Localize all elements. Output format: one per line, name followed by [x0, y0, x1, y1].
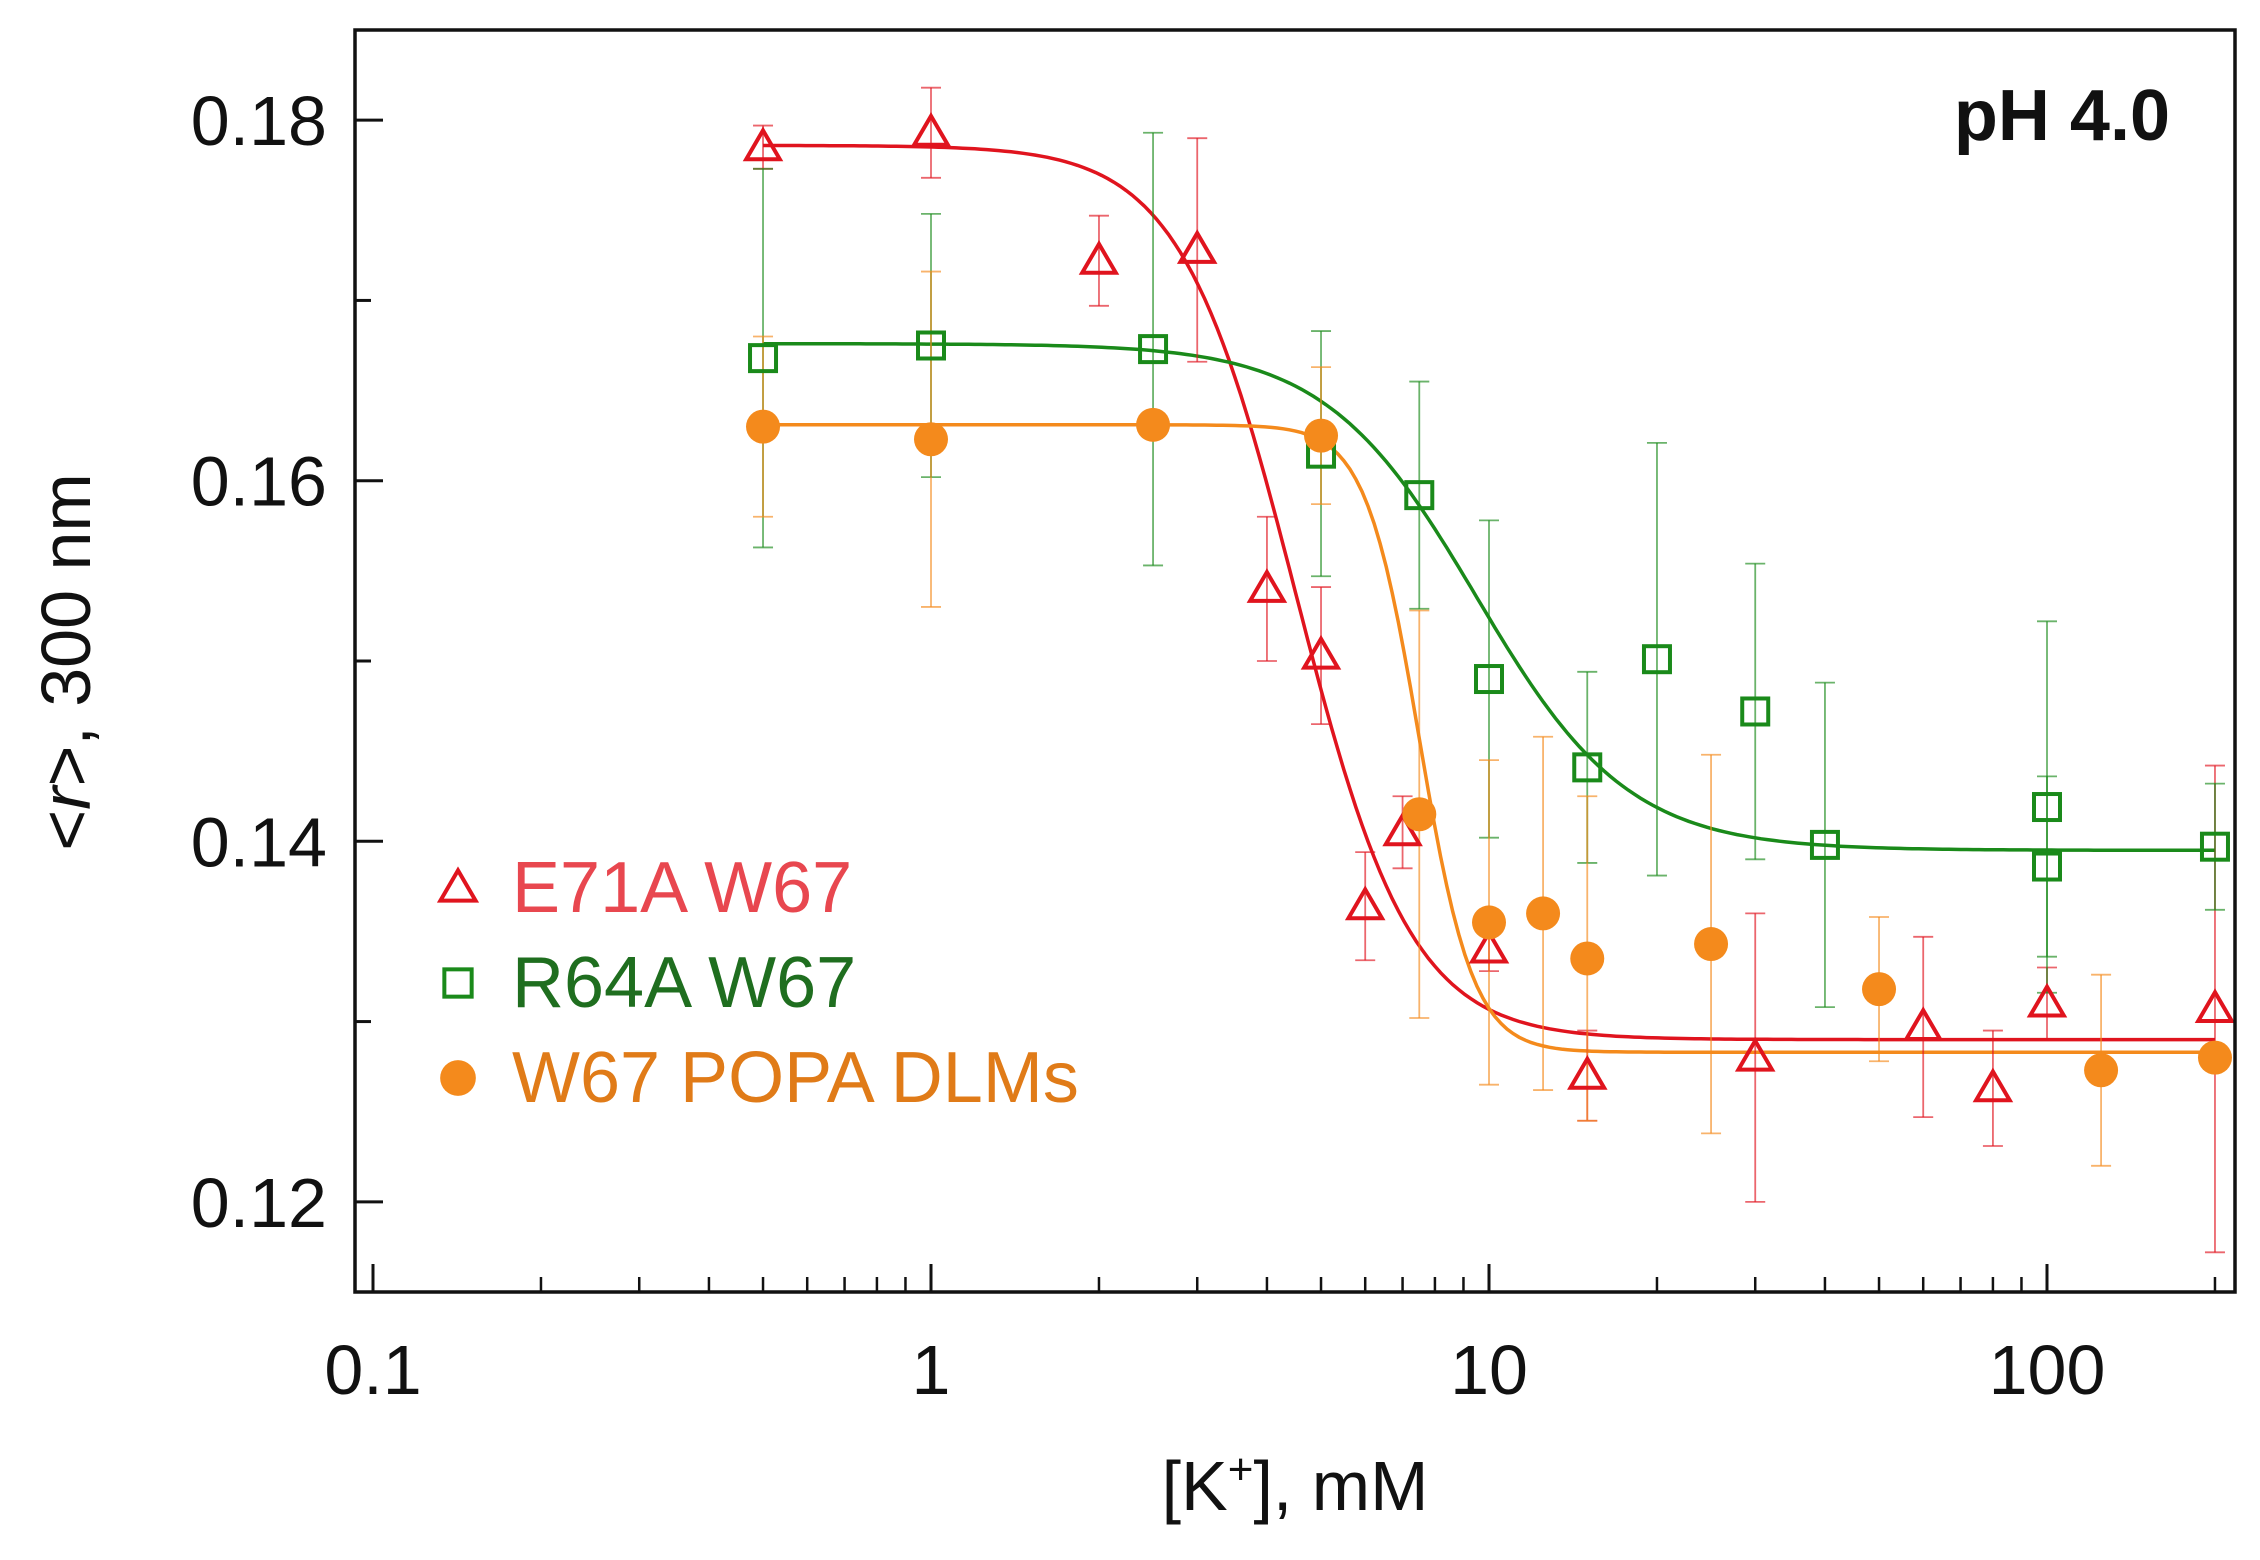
data-markers [742, 112, 2236, 1103]
data-point-2-0 [746, 409, 781, 444]
data-point-1-6 [1572, 752, 1603, 783]
data-point-1-8 [1740, 696, 1771, 727]
legend-label-r64a: R64A W67 [512, 943, 856, 1023]
x-tick-label: 1 [912, 1331, 951, 1409]
data-point-2-9 [1862, 972, 1897, 1007]
data-point-2-3 [1304, 418, 1339, 453]
data-point-1-4 [1404, 480, 1435, 511]
legend: E71A W67 R64A W67 W67 POPA DLMs [436, 848, 1079, 1118]
legend-marker-2 [440, 1060, 476, 1096]
y-tick-label: 0.18 [191, 82, 327, 160]
data-point-1-2 [1138, 334, 1169, 365]
data-point-2-1 [914, 422, 948, 457]
data-point-0-10 [1734, 1036, 1776, 1072]
legend-marker-0 [436, 866, 480, 903]
data-point-0-2 [1078, 240, 1120, 275]
data-point-2-4 [1402, 797, 1437, 832]
data-point-0-12 [1972, 1067, 2014, 1103]
data-point-1-9 [1809, 829, 1840, 860]
ph-annotation: pH 4.0 [1954, 76, 2170, 156]
y-axis-title-suffix: >, 300 nm [27, 473, 105, 786]
legend-label-w67-popa: W67 POPA DLMs [512, 1038, 1079, 1118]
data-point-0-4 [1246, 568, 1288, 603]
data-point-0-1 [910, 112, 952, 147]
axis-ticks: 0.12 0.14 0.16 0.18 0.1 1 10 100 [191, 82, 2217, 1409]
legend-entry-r64a: R64A W67 [442, 943, 856, 1023]
data-point-1-11 [2032, 851, 2062, 882]
data-point-0-14 [2194, 988, 2236, 1023]
data-point-0-6 [1344, 885, 1386, 921]
data-point-0-8 [1468, 928, 1510, 964]
x-axis-title-superscript: + [1228, 1445, 1254, 1494]
data-point-1-0 [748, 343, 779, 374]
data-point-0-7 [1382, 811, 1423, 847]
legend-entry-w67-popa: W67 POPA DLMs [440, 1038, 1079, 1118]
y-tick-label: 0.14 [191, 803, 327, 881]
data-point-2-5 [1472, 905, 1506, 940]
legend-marker-1 [442, 967, 474, 999]
legend-label-e71a: E71A W67 [512, 848, 852, 928]
y-axis-title-italic: r [27, 784, 105, 810]
data-point-1-1 [916, 330, 946, 361]
data-point-2-11 [2197, 1040, 2232, 1075]
x-tick-label: 100 [1989, 1331, 2106, 1409]
data-point-1-5 [1474, 664, 1504, 695]
x-axis-title: [K+], mM [1162, 1445, 1429, 1525]
data-point-0-9 [1567, 1054, 1608, 1090]
data-point-0-13 [2026, 982, 2068, 1018]
y-axis-title-prefix: < [27, 810, 105, 851]
data-point-2-6 [1526, 896, 1561, 931]
data-point-1-10 [2032, 792, 2062, 823]
x-axis-title-prefix: [K [1162, 1447, 1228, 1525]
x-tick-label: 0.1 [324, 1331, 421, 1409]
data-point-2-8 [1694, 927, 1729, 962]
data-point-2-10 [2084, 1053, 2119, 1088]
data-point-0-5 [1300, 634, 1342, 670]
data-point-2-7 [1570, 941, 1605, 976]
y-tick-label: 0.12 [191, 1164, 327, 1242]
legend-entry-e71a: E71A W67 [436, 848, 852, 928]
y-tick-label: 0.16 [191, 443, 327, 521]
data-point-0-0 [742, 126, 784, 162]
x-tick-label: 10 [1450, 1331, 1528, 1409]
data-point-1-7 [1641, 644, 1672, 675]
y-axis-title: <r>, 300 nm [27, 473, 105, 850]
x-axis-title-suffix: ], mM [1253, 1447, 1428, 1525]
data-point-0-11 [1902, 1006, 1944, 1041]
data-point-1-12 [2199, 831, 2230, 862]
data-point-2-2 [1136, 407, 1171, 442]
data-point-0-3 [1176, 229, 1218, 264]
